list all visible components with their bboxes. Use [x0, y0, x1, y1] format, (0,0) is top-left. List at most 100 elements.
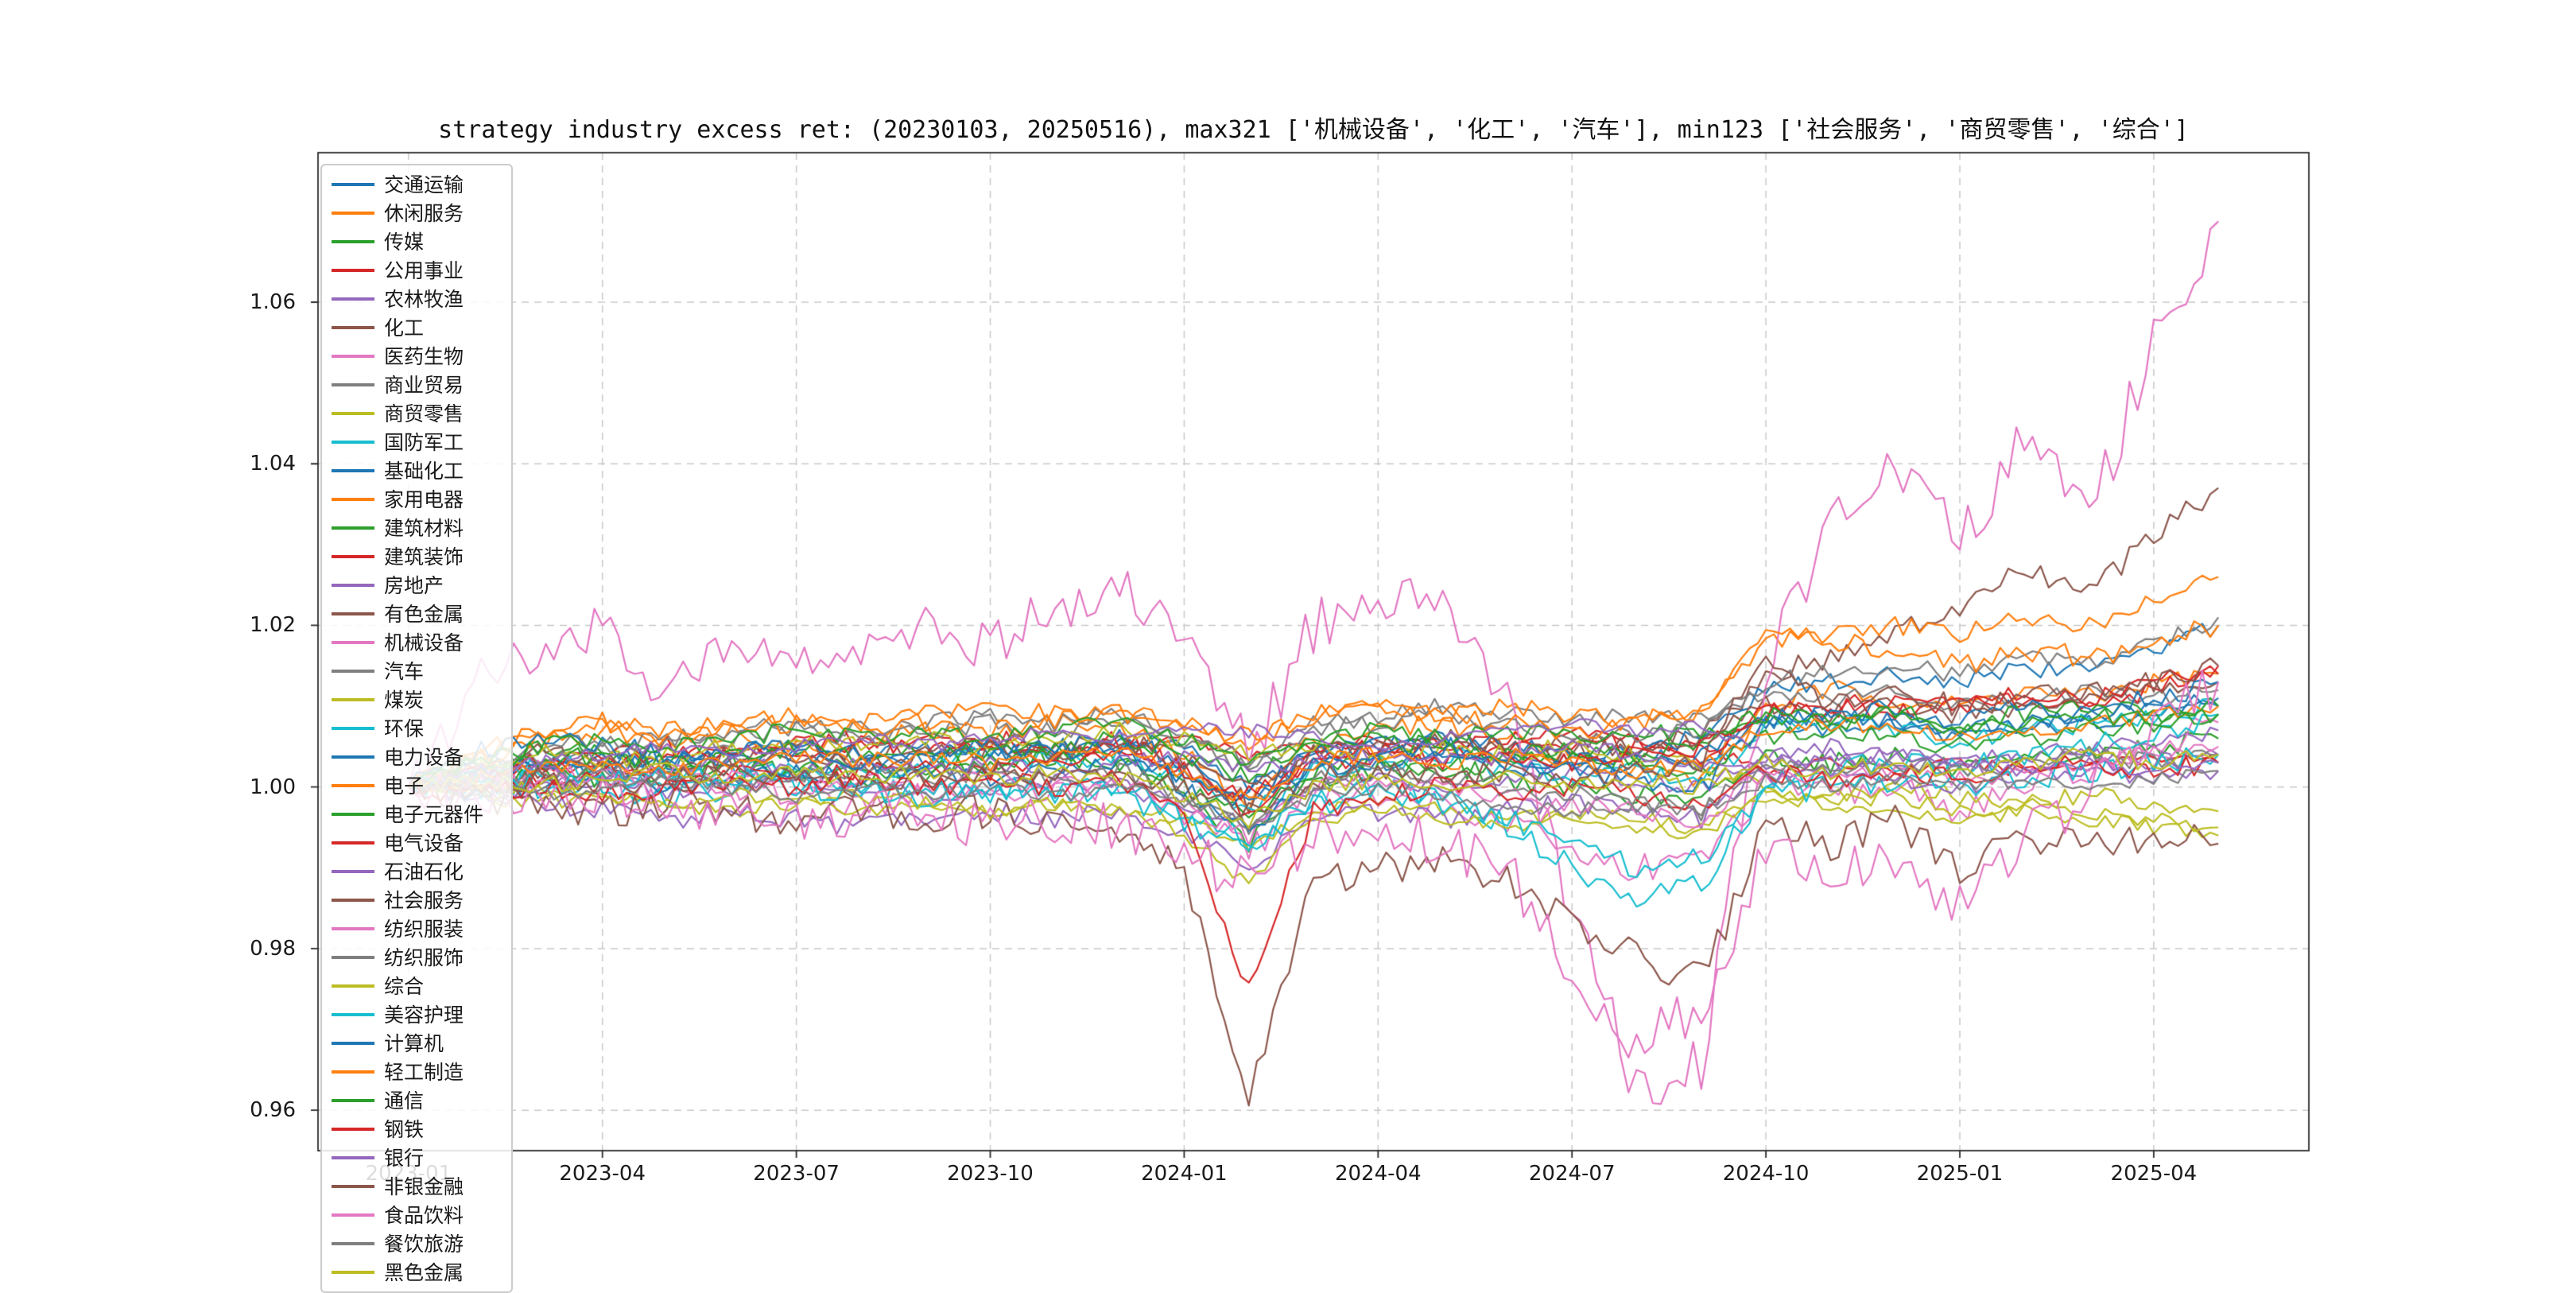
legend-label: 电气设备 — [384, 831, 464, 855]
legend-label: 商贸零售 — [384, 402, 464, 425]
y-tick-label: 1.04 — [250, 452, 296, 476]
legend-line-swatch — [332, 526, 374, 530]
legend-line-swatch — [332, 641, 374, 644]
legend-label: 轻工制造 — [384, 1060, 464, 1084]
x-tick-label: 2025-01 — [1916, 1162, 2004, 1186]
legend-label: 通信 — [384, 1089, 425, 1112]
legend-label: 建筑装饰 — [384, 545, 464, 569]
legend-label: 银行 — [384, 1146, 425, 1170]
legend-label: 交通运输 — [384, 173, 464, 196]
legend-item: 煤炭 — [322, 685, 511, 714]
legend-label: 农林牧渔 — [384, 287, 464, 311]
legend-line-swatch — [332, 297, 374, 301]
legend-label: 商业贸易 — [384, 373, 464, 397]
legend-item: 通信 — [322, 1086, 511, 1115]
legend-label: 纺织服饰 — [384, 945, 464, 969]
legend-line-swatch — [332, 813, 374, 816]
legend-line-swatch — [332, 469, 374, 472]
legend-line-swatch — [332, 1070, 374, 1074]
legend-item: 石油石化 — [322, 857, 511, 886]
legend-line-swatch — [332, 612, 374, 615]
legend-line-swatch — [332, 755, 374, 759]
legend-item: 电力设备 — [322, 743, 511, 771]
legend-item: 社会服务 — [322, 886, 511, 914]
legend-label: 餐饮旅游 — [384, 1232, 464, 1256]
legend-item: 餐饮旅游 — [322, 1229, 511, 1258]
legend-label: 综合 — [384, 974, 425, 998]
legend-line-swatch — [332, 355, 374, 358]
legend-label: 非银金融 — [384, 1175, 464, 1198]
legend-label: 食品饮料 — [384, 1203, 464, 1227]
legend-item: 休闲服务 — [322, 199, 511, 227]
legend-item: 纺织服装 — [322, 914, 511, 943]
x-tick-label: 2024-07 — [1528, 1162, 1616, 1186]
legend-label: 电子元器件 — [384, 802, 484, 826]
legend-item: 非银金融 — [322, 1172, 511, 1201]
legend-line-swatch — [332, 1242, 374, 1245]
legend-line-swatch — [332, 1271, 374, 1274]
legend-label: 房地产 — [384, 573, 444, 597]
legend-item: 银行 — [322, 1144, 511, 1172]
legend-label: 美容护理 — [384, 1003, 464, 1027]
x-tick-label: 2023-10 — [947, 1162, 1034, 1186]
legend: 交通运输 休闲服务 传媒 公用事业 农林牧渔 化工 医药生物 商业贸易 商贸零售 国防军工 基础化工… — [320, 164, 513, 1293]
legend-item: 电子元器件 — [322, 800, 511, 829]
legend-item: 建筑装饰 — [322, 542, 511, 571]
x-tick-label: 2024-04 — [1334, 1162, 1422, 1186]
legend-label: 机械设备 — [384, 631, 464, 654]
legend-line-swatch — [332, 498, 374, 501]
legend-line-swatch — [332, 698, 374, 701]
legend-label: 社会服务 — [384, 888, 464, 912]
legend-item: 电气设备 — [322, 829, 511, 857]
legend-label: 建筑材料 — [384, 516, 464, 540]
legend-line-swatch — [332, 841, 374, 845]
y-tick-label: 0.98 — [250, 936, 296, 961]
legend-item: 基础化工 — [322, 456, 511, 485]
legend-line-swatch — [332, 1213, 374, 1217]
legend-item: 钢铁 — [322, 1115, 511, 1144]
legend-item: 化工 — [322, 313, 511, 342]
legend-item: 轻工制造 — [322, 1058, 511, 1086]
legend-item: 纺织服饰 — [322, 943, 511, 972]
legend-line-swatch — [332, 727, 374, 730]
legend-line-swatch — [332, 326, 374, 329]
legend-label: 电子 — [384, 774, 425, 798]
legend-label: 化工 — [384, 316, 425, 340]
legend-line-swatch — [332, 956, 374, 959]
legend-item: 农林牧渔 — [322, 285, 511, 313]
legend-item: 环保 — [322, 714, 511, 743]
legend-line-swatch — [332, 927, 374, 930]
legend-line-swatch — [332, 240, 374, 243]
legend-item: 商业贸易 — [322, 371, 511, 399]
legend-label: 电力设备 — [384, 745, 464, 769]
legend-line-swatch — [332, 984, 374, 988]
legend-line-swatch — [332, 1128, 374, 1131]
legend-label: 石油石化 — [384, 860, 464, 883]
x-tick-label: 2023-07 — [753, 1162, 840, 1186]
legend-item: 家用电器 — [322, 485, 511, 514]
legend-item: 公用事业 — [322, 256, 511, 285]
y-tick-label: 1.00 — [250, 775, 296, 799]
legend-item: 黑色金属 — [322, 1258, 511, 1287]
legend-item: 建筑材料 — [322, 514, 511, 542]
legend-label: 钢铁 — [384, 1117, 425, 1141]
legend-item: 交通运输 — [322, 170, 511, 199]
x-tick-label: 2024-10 — [1722, 1162, 1810, 1186]
legend-line-swatch — [332, 212, 374, 215]
legend-label: 基础化工 — [384, 459, 464, 483]
legend-line-swatch — [332, 1185, 374, 1188]
legend-line-swatch — [332, 412, 374, 415]
legend-line-swatch — [332, 784, 374, 787]
legend-label: 传媒 — [384, 230, 425, 254]
legend-item: 电子 — [322, 771, 511, 800]
legend-item: 有色金属 — [322, 600, 511, 628]
legend-label: 计算机 — [384, 1031, 444, 1055]
legend-label: 有色金属 — [384, 602, 464, 626]
legend-label: 医药生物 — [384, 344, 464, 368]
legend-item: 房地产 — [322, 571, 511, 600]
legend-label: 纺织服装 — [384, 917, 464, 941]
legend-line-swatch — [332, 670, 374, 673]
legend-label: 家用电器 — [384, 487, 464, 511]
legend-item: 综合 — [322, 972, 511, 1000]
